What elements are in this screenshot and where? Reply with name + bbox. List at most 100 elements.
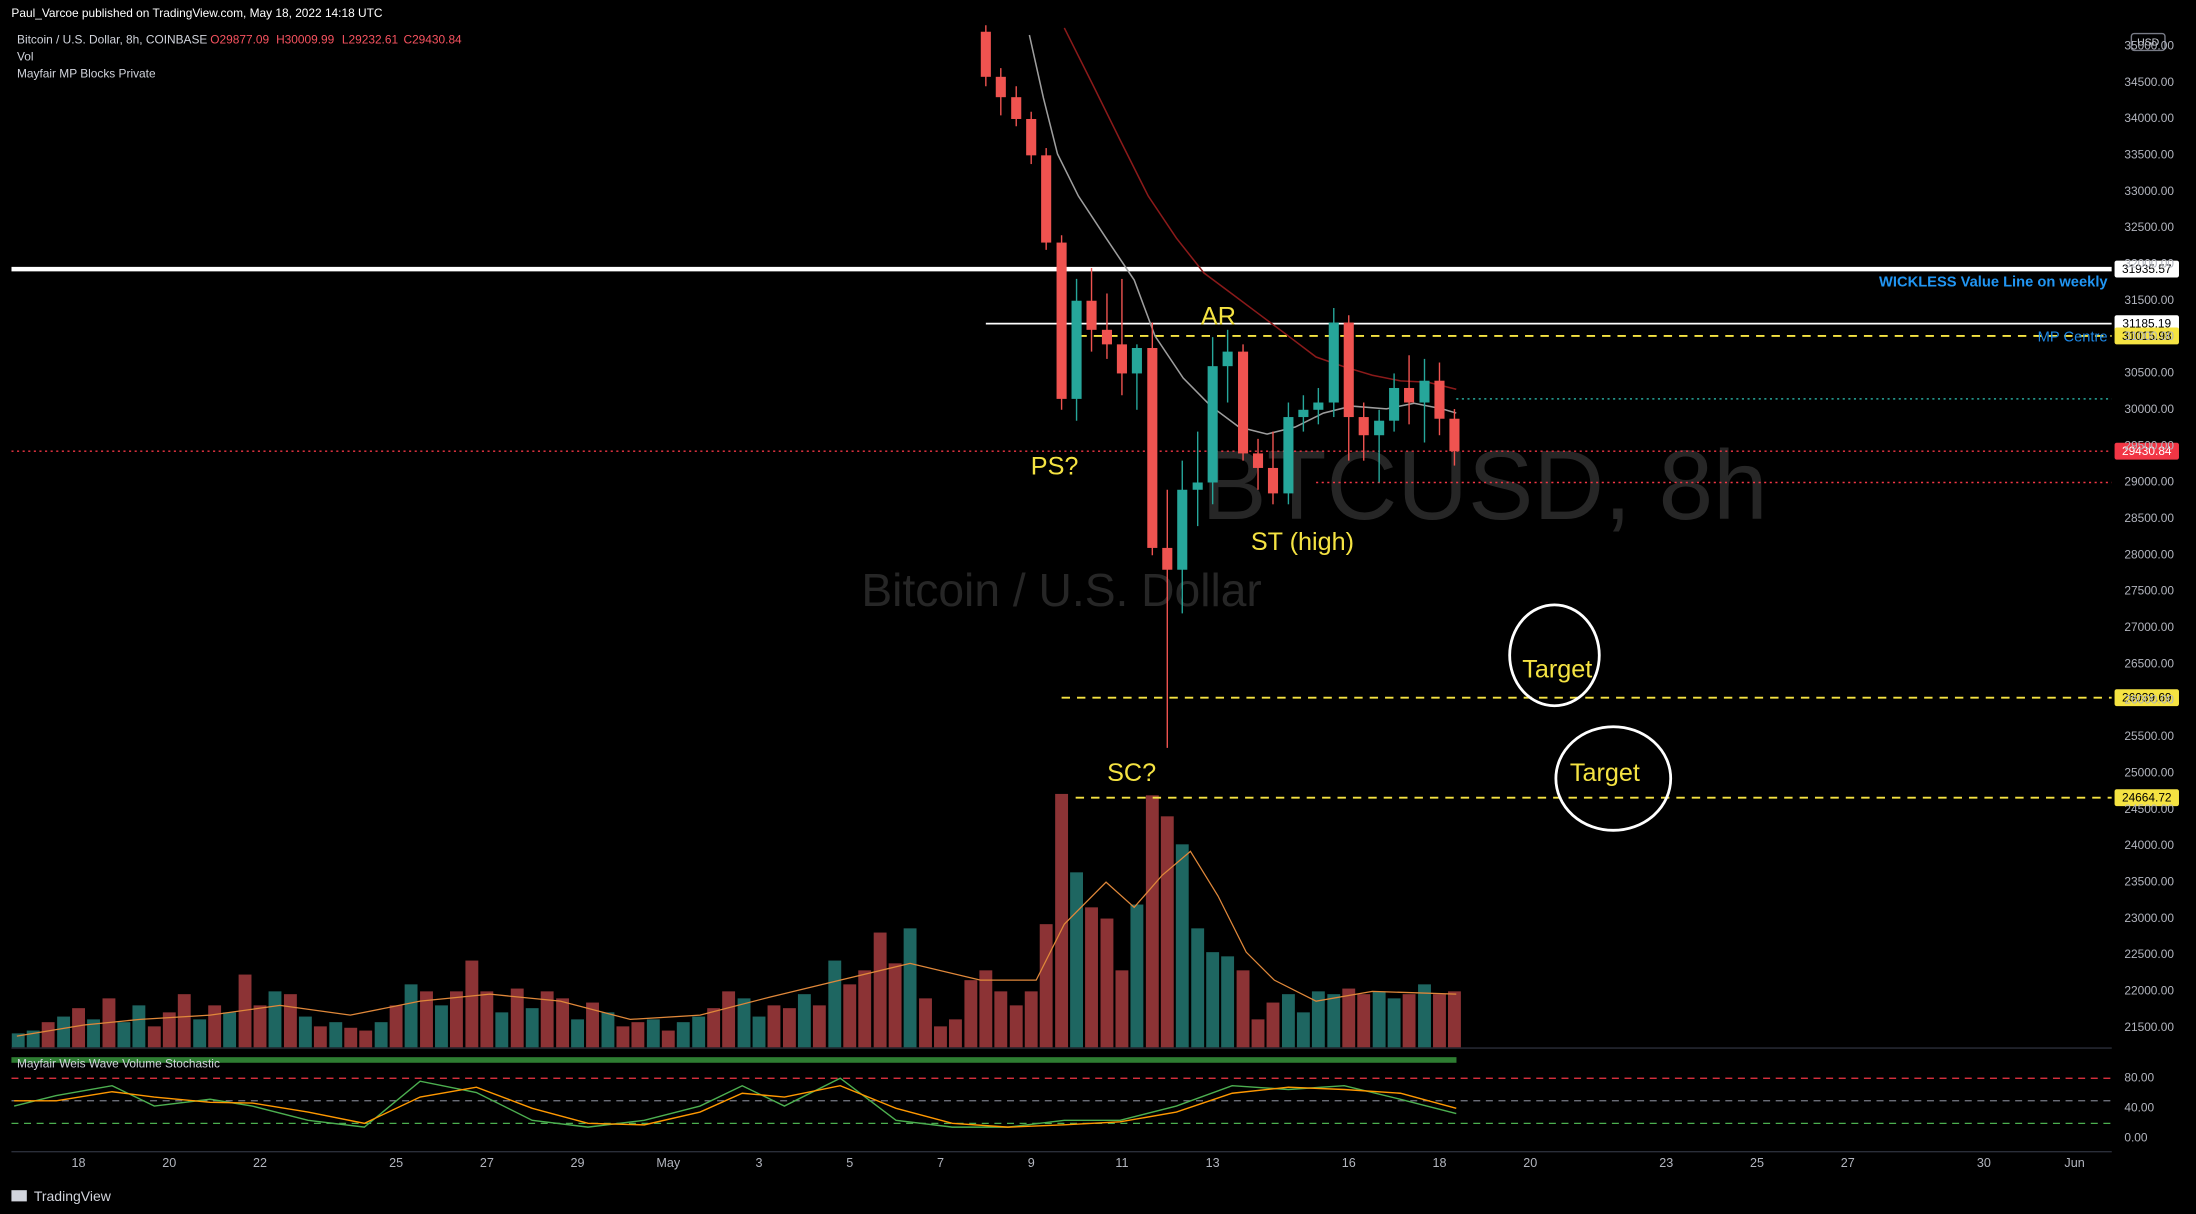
ohlc-value: C29430.84 — [403, 33, 462, 47]
moving-average — [1063, 27, 1457, 390]
price-label: 26039.69 — [2122, 691, 2172, 705]
volume-bar — [465, 960, 479, 1048]
candle-body — [1101, 329, 1112, 345]
indicator-name: Mayfair MP Blocks Private — [17, 66, 156, 80]
volume-bar — [631, 1022, 645, 1048]
candle-body — [1238, 351, 1249, 454]
annotation: Target — [1522, 655, 1592, 683]
candle-body — [1252, 453, 1264, 468]
volume-bar — [1175, 844, 1189, 1048]
y-tick-label: 34000.00 — [2124, 111, 2174, 125]
note: MP Centre — [2038, 329, 2108, 345]
volume-bar — [1070, 872, 1084, 1048]
volume-bar — [828, 960, 842, 1048]
candle-body — [1177, 489, 1188, 570]
volume-bar — [994, 991, 1008, 1048]
stoch-band — [11, 1057, 1457, 1063]
volume-bar — [812, 1005, 826, 1048]
volume-bar — [646, 1019, 660, 1048]
volume-bar — [616, 1026, 630, 1048]
candle-body — [1192, 482, 1203, 490]
price-label: 31185.19 — [2122, 316, 2171, 330]
volume-bar — [707, 1008, 721, 1048]
volume-bar — [389, 1005, 403, 1048]
volume-bar — [374, 1022, 388, 1048]
y-tick-label: 30000.00 — [2124, 402, 2174, 416]
volume-bar — [1085, 907, 1098, 1048]
volume-bar — [1009, 1005, 1023, 1048]
volume-bar — [767, 1005, 781, 1048]
candle-body — [1222, 351, 1233, 367]
volume-bar — [1281, 994, 1295, 1048]
ohlc-value: L29232.61 — [342, 33, 399, 47]
price-label-box — [2114, 260, 2179, 278]
volume-bar — [919, 998, 932, 1048]
x-tick-label: 29 — [571, 1156, 585, 1170]
y-tick-label: 33000.00 — [2124, 184, 2174, 198]
target-circle — [1508, 603, 1601, 708]
watermark-name: Bitcoin / U.S. Dollar — [861, 564, 1261, 616]
volume-bar — [1418, 984, 1431, 1048]
currency-box[interactable] — [2130, 32, 2166, 52]
y-tick-label: 29000.00 — [2124, 475, 2174, 489]
volume-bar — [676, 1022, 690, 1048]
volume-bar — [329, 1022, 343, 1048]
candle-body — [1071, 300, 1082, 399]
y-tick-label: 22500.00 — [2124, 947, 2174, 961]
volume-bar — [1266, 1002, 1280, 1048]
volume-bar — [661, 1030, 675, 1048]
price-label-box — [2114, 327, 2179, 345]
volume-bar — [797, 994, 811, 1048]
volume-bar — [117, 1022, 131, 1048]
stoch-tick-label: 0.00 — [2124, 1131, 2148, 1145]
volume-bar — [873, 932, 887, 1048]
volume-bar — [888, 963, 902, 1048]
volume-bar — [1115, 970, 1129, 1048]
x-tick-label: 23 — [1659, 1156, 1673, 1170]
y-tick-label: 25000.00 — [2124, 765, 2174, 779]
y-tick-label: 24500.00 — [2124, 802, 2174, 816]
y-tick-label: 31000.00 — [2124, 329, 2174, 343]
volume-bar — [1251, 1019, 1265, 1048]
volume-bar — [1357, 994, 1371, 1048]
volume-bar — [1311, 991, 1325, 1048]
footer-brand: TradingView — [34, 1188, 112, 1204]
volume-bar — [979, 970, 993, 1048]
candle-body — [1267, 467, 1279, 494]
candle-body — [1207, 366, 1218, 483]
candle-body — [1419, 380, 1430, 403]
candle-body — [1313, 402, 1324, 410]
candle-body — [1162, 547, 1173, 570]
x-tick-label: 11 — [1115, 1156, 1128, 1170]
volume-bar — [722, 991, 736, 1048]
volume-bar — [556, 998, 570, 1048]
plot-area — [11, 25, 2112, 1048]
volume-bar — [1206, 952, 1220, 1048]
volume-bar — [11, 1033, 25, 1048]
x-tick-label: 13 — [1206, 1156, 1220, 1170]
y-tick-label: 32000.00 — [2124, 257, 2174, 271]
price-label: 29430.84 — [2122, 444, 2172, 458]
volume-bar — [420, 991, 433, 1048]
volume-bar — [87, 1019, 100, 1048]
symbol: Bitcoin / U.S. Dollar, 8h, COINBASE — [17, 33, 207, 47]
annotation: AR — [1201, 303, 1236, 331]
x-tick-label: 30 — [1977, 1156, 1991, 1170]
y-tick-label: 31500.00 — [2124, 293, 2174, 307]
ohlc-value: O29877.09 — [210, 33, 269, 47]
y-tick-label: 28000.00 — [2124, 547, 2174, 561]
volume-bar — [177, 994, 191, 1048]
candle-body — [1343, 322, 1354, 418]
candle-body — [1041, 155, 1052, 243]
candle-body — [1147, 347, 1158, 548]
volume-bar — [1039, 924, 1053, 1048]
volume-bar — [843, 984, 857, 1048]
volume-bar — [495, 1012, 509, 1048]
volume-bar — [1024, 991, 1038, 1048]
candle-body — [1389, 387, 1400, 421]
x-tick-label: 16 — [1342, 1156, 1356, 1170]
currency[interactable]: USD — [2137, 36, 2160, 48]
price-label-box — [2114, 442, 2179, 460]
